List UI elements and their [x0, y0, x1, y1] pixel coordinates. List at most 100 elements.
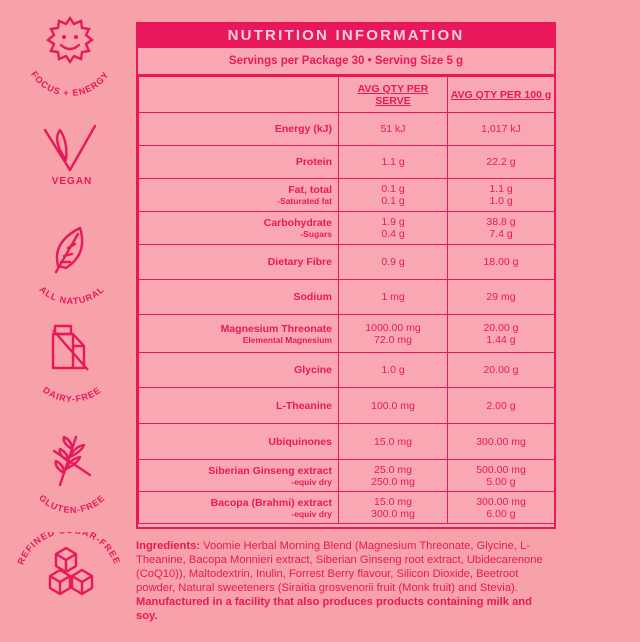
table-row: Protein 1.1 g 22.2 g [138, 145, 555, 179]
nutrient-label: Siberian Ginseng extract [208, 464, 332, 477]
value-per-serve-main: 0.9 g [381, 256, 405, 268]
wheat-icon: GLUTEN-FREE [37, 435, 107, 515]
nutrient-name: Carbohydrate -Sugars [138, 211, 339, 245]
value-per-100g-main: 500.00 mg [476, 463, 526, 476]
badge-focus-energy: FOCUS + ENERGY [0, 2, 132, 112]
value-per-100g-main: 300.00 mg [476, 495, 526, 508]
nutrient-label: Bacopa (Brahmi) extract [210, 496, 332, 509]
badge-label: FOCUS + ENERGY [29, 69, 110, 98]
value-per-100g-sub: 1.0 g [489, 195, 513, 207]
value-per-100g-main: 1,017 kJ [481, 123, 521, 135]
value-per-100g-main: 1.1 g [489, 183, 513, 195]
nutrient-label: L-Theanine [275, 399, 332, 412]
value-per-100g: 500.00 mg 5.00 g [447, 459, 555, 492]
value-per-100g-main: 20.00 g [483, 321, 519, 334]
value-per-100g: 22.2 g [447, 145, 555, 179]
nutrition-panel: NUTRITION INFORMATION Servings per Packa… [136, 22, 556, 529]
value-per-serve: 1.0 g [338, 352, 448, 388]
value-per-serve: 51 kJ [338, 112, 448, 146]
badge-refined-sugar-free: REFINED SUGAR-FREE [0, 532, 132, 642]
badge-dairy-free: DAIRY-FREE [0, 320, 132, 430]
nutrient-label: Ubiquinones [268, 435, 332, 448]
nutrient-name: Siberian Ginseng extract -equiv dry [138, 459, 339, 492]
svg-text:DAIRY-FREE: DAIRY-FREE [41, 385, 103, 404]
sugar-cubes-icon: REFINED SUGAR-FREE [16, 532, 121, 596]
table-header-row: AVG QTY PER SERVE AVG QTY PER 100 g [138, 76, 555, 113]
value-per-100g-main: 20.00 g [483, 364, 519, 376]
value-per-100g-main: 2.00 g [486, 399, 516, 412]
nutrient-sublabel: -equiv dry [291, 508, 332, 519]
value-per-100g: 2.00 g [447, 387, 555, 424]
value-per-serve-main: 1.0 g [381, 364, 405, 376]
nutrient-name: Energy (kJ) [138, 112, 339, 146]
table-row: Glycine 1.0 g 20.00 g [138, 352, 555, 388]
value-per-serve-sub: 0.4 g [381, 228, 405, 240]
header-per-100g: AVG QTY PER 100 g [447, 76, 555, 113]
nutrient-label: Protein [295, 156, 332, 168]
value-per-100g-sub: 5.00 g [486, 475, 516, 488]
ingredients-label: Ingredients: [136, 540, 201, 552]
value-per-serve: 1 mg [338, 279, 448, 315]
value-per-serve-main: 15.0 mg [374, 435, 412, 448]
value-per-100g-sub: 1.44 g [486, 333, 516, 346]
value-per-100g-main: 29 mg [486, 291, 516, 303]
value-per-100g-main: 18.00 g [483, 256, 519, 268]
sun-smile-icon: FOCUS + ENERGY [29, 15, 110, 98]
table-row: Carbohydrate -Sugars 1.9 g 0.4 g 38.8 g 7.4 g [138, 211, 555, 245]
ingredients-text: Voomie Herbal Morning Blend (Magnesium T… [136, 540, 543, 594]
badge-sidebar: FOCUS + ENERGY VEGAN ALL NATURAL [0, 0, 132, 641]
value-per-serve: 0.1 g 0.1 g [338, 178, 448, 212]
value-per-100g: 38.8 g 7.4 g [447, 211, 555, 245]
value-per-serve-main: 100.0 mg [371, 399, 415, 412]
badge-label: DAIRY-FREE [41, 385, 102, 404]
nutrient-label: Energy (kJ) [274, 123, 332, 135]
nutrient-label: Dietary Fibre [267, 256, 332, 268]
value-per-100g-main: 22.2 g [486, 156, 516, 168]
table-row: Siberian Ginseng extract -equiv dry 25.0 m… [138, 459, 555, 492]
nutrient-label: Sodium [293, 291, 333, 303]
value-per-serve: 100.0 mg [338, 387, 448, 424]
nutrient-label: Magnesium Threonate [220, 322, 332, 335]
table-row: Magnesium Threonate Elemental Magnesium 10… [138, 314, 555, 353]
value-per-100g: 1.1 g 1.0 g [447, 178, 555, 212]
nutrient-name: Glycine [138, 352, 339, 388]
value-per-serve: 1.1 g [338, 145, 448, 179]
header-nutrient [138, 76, 339, 113]
value-per-serve: 1.9 g 0.4 g [338, 211, 448, 245]
value-per-serve-main: 25.0 mg [374, 463, 412, 476]
leaf-icon: ALL NATURAL [38, 226, 105, 306]
value-per-serve-sub: 250.0 mg [371, 475, 415, 488]
value-per-serve: 25.0 mg 250.0 mg [338, 459, 448, 492]
value-per-100g-main: 38.8 g [486, 216, 516, 228]
value-per-serve: 15.0 mg [338, 423, 448, 460]
value-per-serve-sub: 300.0 mg [371, 507, 415, 520]
value-per-serve-main: 51 kJ [380, 123, 406, 135]
value-per-100g-sub: 7.4 g [489, 228, 513, 240]
value-per-100g: 20.00 g [447, 352, 555, 388]
nutrient-sublabel: -Sugars [300, 229, 332, 239]
nutrient-name: Bacopa (Brahmi) extract -equiv dry [138, 491, 339, 524]
value-per-serve: 1000.00 mg 72.0 mg [338, 314, 448, 353]
allergen-warning: Manufactured in a facility that also pro… [136, 596, 532, 622]
value-per-100g: 300.00 mg 6.00 g [447, 491, 555, 524]
badge-vegan: VEGAN [0, 112, 132, 222]
value-per-serve-sub: 72.0 mg [374, 333, 412, 346]
badge-gluten-free: GLUTEN-FREE [0, 427, 132, 537]
nutrient-sublabel: -equiv dry [291, 476, 332, 487]
milk-carton-icon: DAIRY-FREE [41, 324, 103, 404]
nutrient-label: Fat, total [288, 184, 332, 196]
table-row: Bacopa (Brahmi) extract -equiv dry 15.0 mg… [138, 491, 555, 524]
svg-text:GLUTEN-FREE: GLUTEN-FREE [37, 493, 107, 515]
value-per-100g-main: 300.00 mg [476, 435, 526, 448]
badge-all-natural: ALL NATURAL [0, 220, 132, 330]
value-per-serve: 0.9 g [338, 244, 448, 280]
badge-label: VEGAN [52, 176, 93, 187]
value-per-serve-sub: 0.1 g [381, 195, 405, 207]
value-per-serve-main: 15.0 mg [374, 495, 412, 508]
value-per-serve-main: 1.1 g [381, 156, 405, 168]
nutrient-name: L-Theanine [138, 387, 339, 424]
nutrient-name: Dietary Fibre [138, 244, 339, 280]
nutrition-table: AVG QTY PER SERVE AVG QTY PER 100 g Ener… [138, 76, 555, 524]
table-row: Ubiquinones 15.0 mg 300.00 mg [138, 423, 555, 460]
badge-label: GLUTEN-FREE [37, 493, 106, 515]
